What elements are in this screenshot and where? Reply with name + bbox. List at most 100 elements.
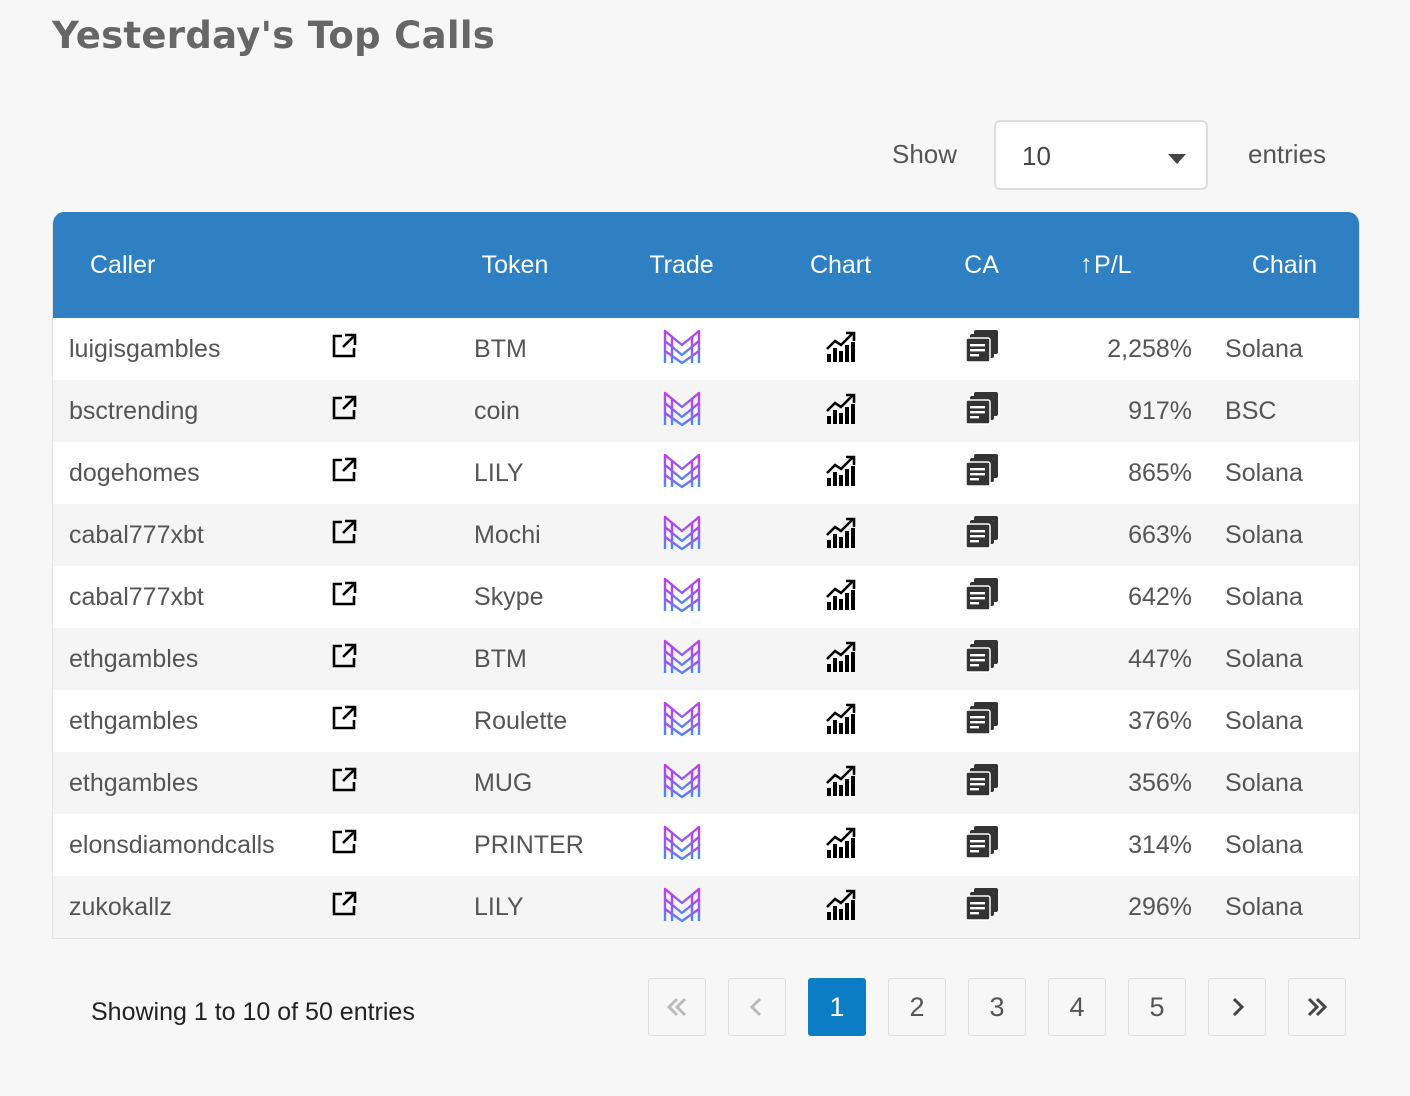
profit-loss-value: 642%: [1128, 582, 1193, 611]
external-link-icon[interactable]: [331, 395, 357, 428]
trade-logo-icon[interactable]: [662, 327, 702, 372]
column-header-ca[interactable]: CA: [964, 250, 999, 279]
external-link-icon[interactable]: [331, 333, 357, 366]
trade-logo-icon[interactable]: [662, 823, 702, 868]
top-calls-table: Caller Token Trade Chart CA ↑ P/L Chain l…: [52, 212, 1360, 939]
chain-name: Solana: [1225, 706, 1303, 735]
trade-logo-icon[interactable]: [662, 389, 702, 434]
caller-name: zukokallz: [69, 892, 172, 921]
profit-loss-value: 865%: [1128, 458, 1193, 487]
double-chevron-left-icon: [666, 997, 687, 1017]
token-name: BTM: [474, 644, 527, 673]
chart-icon[interactable]: [825, 516, 857, 555]
copy-icon[interactable]: [964, 577, 999, 618]
copy-icon[interactable]: [964, 763, 999, 804]
table-info: Showing 1 to 10 of 50 entries: [91, 998, 415, 1026]
chevron-right-icon: [1232, 997, 1245, 1017]
token-name: Roulette: [474, 706, 568, 735]
profit-loss-value: 376%: [1128, 706, 1193, 735]
table-row: ethgambles BTM 447% Solana: [53, 628, 1359, 690]
chart-icon[interactable]: [825, 392, 857, 431]
copy-icon[interactable]: [964, 887, 999, 928]
trade-logo-icon[interactable]: [662, 699, 702, 744]
column-header-caller[interactable]: Caller: [90, 250, 156, 279]
copy-icon[interactable]: [964, 639, 999, 680]
token-name: MUG: [474, 768, 533, 797]
page-button-1[interactable]: 1: [808, 978, 866, 1036]
chart-icon[interactable]: [825, 702, 857, 741]
first-page-button[interactable]: [648, 978, 706, 1036]
chain-name: Solana: [1225, 644, 1303, 673]
column-header-pl[interactable]: ↑ P/L: [1050, 212, 1210, 318]
page-button-2[interactable]: 2: [888, 978, 946, 1036]
caller-name: cabal777xbt: [69, 520, 204, 549]
chart-icon[interactable]: [825, 454, 857, 493]
external-link-icon[interactable]: [331, 519, 357, 552]
trade-logo-icon[interactable]: [662, 637, 702, 682]
external-link-icon[interactable]: [331, 457, 357, 490]
caller-name: bsctrending: [69, 396, 199, 425]
last-page-button[interactable]: [1288, 978, 1346, 1036]
external-link-icon[interactable]: [331, 581, 357, 614]
chevron-left-icon: [749, 997, 762, 1017]
copy-icon[interactable]: [964, 391, 999, 432]
chain-name: Solana: [1225, 830, 1303, 859]
caller-name: ethgambles: [69, 644, 199, 673]
token-name: LILY: [474, 458, 524, 487]
chart-icon[interactable]: [825, 888, 857, 927]
caller-name: elonsdiamondcalls: [69, 830, 275, 859]
copy-icon[interactable]: [964, 453, 999, 494]
column-header-trade[interactable]: Trade: [649, 250, 714, 279]
profit-loss-value: 296%: [1128, 892, 1193, 921]
copy-icon[interactable]: [964, 515, 999, 556]
page-button-4[interactable]: 4: [1048, 978, 1106, 1036]
entries-per-page-value: 10: [1022, 141, 1051, 171]
chart-icon[interactable]: [825, 764, 857, 803]
token-name: LILY: [474, 892, 524, 921]
chart-icon[interactable]: [825, 578, 857, 617]
column-header-token[interactable]: Token: [481, 250, 549, 279]
previous-page-button[interactable]: [728, 978, 786, 1036]
copy-icon[interactable]: [964, 825, 999, 866]
chain-name: BSC: [1225, 396, 1277, 425]
chain-name: Solana: [1225, 768, 1303, 797]
external-link-icon[interactable]: [331, 705, 357, 738]
token-name: coin: [474, 396, 520, 425]
trade-logo-icon[interactable]: [662, 575, 702, 620]
table-row: bsctrending coin 917% BSC: [53, 380, 1359, 442]
external-link-icon[interactable]: [331, 891, 357, 924]
caller-name: cabal777xbt: [69, 582, 204, 611]
chart-icon[interactable]: [825, 640, 857, 679]
profit-loss-value: 314%: [1128, 830, 1193, 859]
caret-down-icon: [1168, 154, 1186, 164]
chain-name: Solana: [1225, 892, 1303, 921]
sort-ascending-icon: ↑: [1080, 250, 1093, 278]
copy-icon[interactable]: [964, 329, 999, 370]
profit-loss-value: 917%: [1128, 396, 1193, 425]
column-header-chart[interactable]: Chart: [809, 250, 872, 279]
entries-per-page-select[interactable]: 10: [994, 120, 1208, 190]
caller-name: dogehomes: [69, 458, 200, 487]
chart-icon[interactable]: [825, 330, 857, 369]
column-header-chain[interactable]: Chain: [1251, 250, 1318, 279]
chain-name: Solana: [1225, 334, 1303, 363]
external-link-icon[interactable]: [331, 767, 357, 800]
trade-logo-icon[interactable]: [662, 451, 702, 496]
caller-name: ethgambles: [69, 768, 199, 797]
copy-icon[interactable]: [964, 701, 999, 742]
trade-logo-icon[interactable]: [662, 761, 702, 806]
external-link-icon[interactable]: [331, 829, 357, 862]
trade-logo-icon[interactable]: [662, 885, 702, 930]
profit-loss-value: 447%: [1128, 644, 1193, 673]
chart-icon[interactable]: [825, 826, 857, 865]
show-label: Show: [892, 139, 958, 169]
trade-logo-icon[interactable]: [662, 513, 702, 558]
chain-name: Solana: [1225, 582, 1303, 611]
double-chevron-right-icon: [1307, 997, 1328, 1017]
page-button-3[interactable]: 3: [968, 978, 1026, 1036]
token-name: Mochi: [474, 520, 541, 549]
profit-loss-value: 663%: [1128, 520, 1193, 549]
page-button-5[interactable]: 5: [1128, 978, 1186, 1036]
external-link-icon[interactable]: [331, 643, 357, 676]
next-page-button[interactable]: [1208, 978, 1266, 1036]
